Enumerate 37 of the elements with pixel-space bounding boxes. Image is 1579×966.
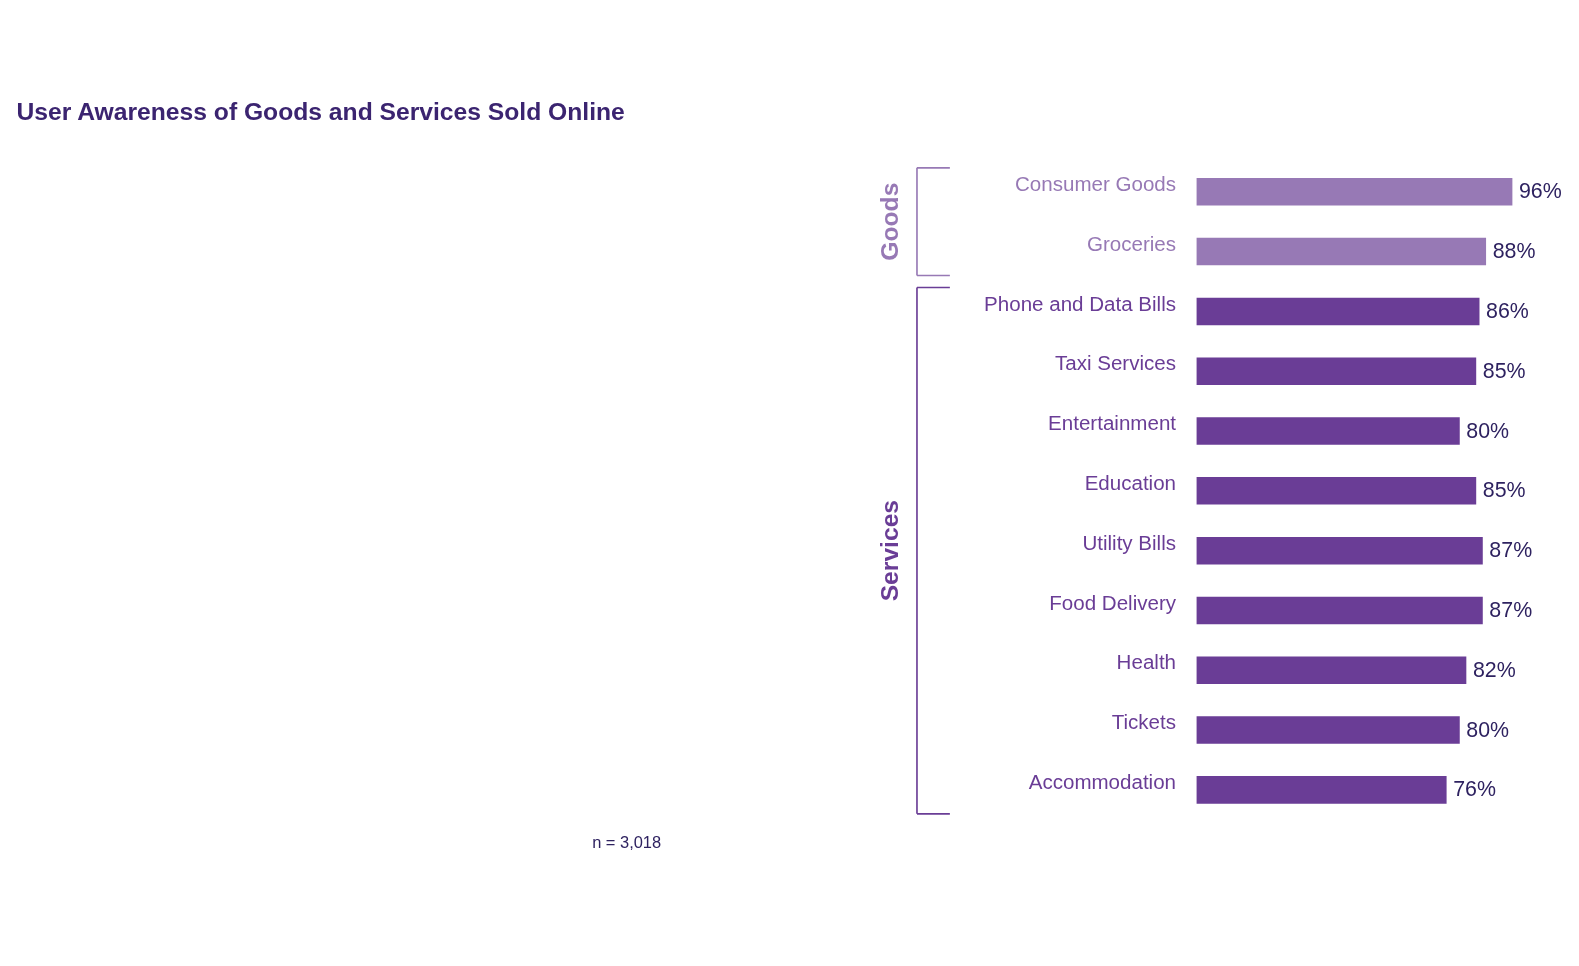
data-label: 86% bbox=[1486, 298, 1529, 323]
y-tick-label: Accommodation bbox=[1028, 770, 1177, 794]
data-label: 88% bbox=[1492, 239, 1536, 264]
data-label: 85% bbox=[1482, 478, 1526, 503]
y-tick-label: Phone and Data Bills bbox=[984, 291, 1177, 315]
data-label: 76% bbox=[1453, 777, 1496, 802]
data-label: 87% bbox=[1489, 538, 1533, 563]
y-tick-label: Consumer Goods bbox=[1014, 171, 1177, 195]
bar bbox=[1196, 656, 1467, 685]
bar bbox=[1196, 297, 1480, 326]
bar bbox=[1196, 596, 1483, 625]
bar bbox=[1196, 536, 1483, 565]
y-tick-label: Education bbox=[1084, 471, 1177, 494]
data-label: 80% bbox=[1466, 418, 1510, 443]
bar bbox=[1196, 178, 1513, 206]
bar bbox=[1196, 716, 1460, 744]
text: User Awareness of Goods and Services Sold Online bbox=[16, 97, 625, 125]
y-tick-label: Tickets bbox=[1111, 710, 1177, 734]
text: n = 3,018 bbox=[592, 832, 662, 851]
data-label: 96% bbox=[1518, 179, 1562, 204]
text: Services bbox=[876, 499, 904, 602]
bar bbox=[1196, 357, 1477, 385]
bar bbox=[1196, 237, 1487, 266]
text: Goods bbox=[876, 182, 904, 261]
y-tick-label: Entertainment bbox=[1048, 411, 1177, 435]
data-label: 80% bbox=[1466, 717, 1510, 742]
bar bbox=[1196, 477, 1477, 505]
y-tick-label: Food Delivery bbox=[1049, 590, 1177, 614]
y-tick-label: Taxi Services bbox=[1054, 351, 1177, 375]
y-tick-label: Utility Bills bbox=[1082, 530, 1177, 554]
y-tick-label: Groceries bbox=[1086, 231, 1177, 255]
bar bbox=[1196, 417, 1460, 445]
data-label: 85% bbox=[1482, 358, 1526, 383]
data-label: 82% bbox=[1472, 657, 1516, 682]
data-label: 87% bbox=[1489, 598, 1533, 623]
bar bbox=[1196, 776, 1447, 804]
y-tick-label: Health bbox=[1116, 650, 1177, 674]
